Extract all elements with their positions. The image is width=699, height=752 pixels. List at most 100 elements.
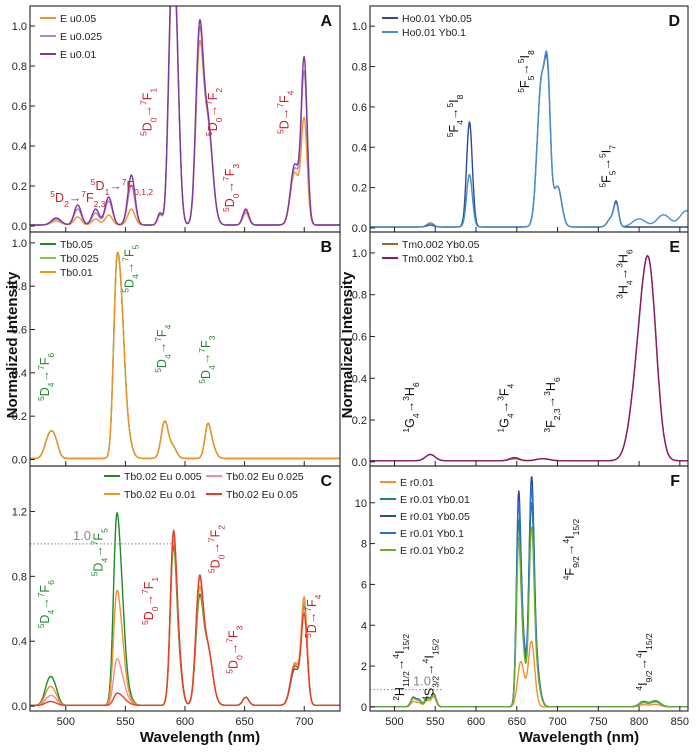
label-part: F [38,585,52,593]
label-part: 5 [90,571,100,576]
legend-label: E u0.01 [60,49,96,61]
transition-label: 5D4→7F4 [153,324,173,372]
label-part: 4 [506,413,516,418]
y-tick-label: 0.8 [352,290,367,302]
label-part: F [141,92,155,100]
transition-label: 5D4→7F5 [90,528,110,576]
panel-letter: B [320,239,332,256]
label-part: 4 [634,686,644,691]
label-part: 0,1,2 [134,187,153,197]
label-part: D [123,279,137,288]
legend-label: Tb0.05 [60,239,93,251]
label-part: 5 [121,288,131,293]
label-part: 5 [91,177,96,187]
label-part: → [123,262,137,275]
label-part: F [209,529,223,537]
series-line-1 [370,255,688,462]
label-part: 2 [217,525,227,530]
panel-letter: D [668,13,680,30]
y-tick-label: 0.2 [12,181,27,193]
y-tick-label: 0.8 [12,281,27,293]
label-part: D [55,191,64,205]
label-part: 4 [46,610,56,615]
label-part: → [600,158,614,171]
label-part: 3 [207,335,217,340]
series-line-2 [30,251,340,460]
label-part: → [278,108,292,121]
transition-label: 5D0→7F1 [139,88,159,136]
label-part: 4 [561,575,571,580]
series-group [30,251,340,460]
label-part: 7 [204,100,214,105]
label-part: 9/2 [571,556,581,568]
series-group [370,476,688,708]
series-line-2 [30,532,340,706]
panel-letter: E [669,239,680,256]
label-part: D [141,122,155,131]
label-part: → [223,181,237,194]
legend: Tb0.05 Tb0.025 Tb0.01 [40,239,99,279]
label-part: I [423,655,437,658]
label-part: 5 [303,633,313,638]
legend-label: Ho0.01 Yb0.05 [402,13,472,25]
label-part: H [544,382,558,391]
label-part: 15/2 [401,634,411,651]
y-tick-label: 1.2 [12,506,27,518]
label-part: 1 [150,577,160,582]
y-tick-label: 0.6 [12,101,27,113]
transition-label: 3H4→3H6 [615,249,635,299]
series-group [370,255,688,462]
label-part: H [393,687,407,696]
x-tick-label: 550 [116,716,134,728]
label-part: 4 [100,558,110,563]
label-part: F [600,175,614,183]
label-part: 7 [139,100,149,105]
panel-letter: A [320,13,332,30]
transition-label: 4S3/2→4I15/2 [421,638,441,700]
label-part: 5 [516,88,526,93]
label-part: 3/2 [431,676,441,688]
legend-label: E u0.025 [60,31,102,43]
series-group [370,50,688,228]
y-tick-label: 0.6 [352,331,367,343]
transition-label: 1G4→3F4 [496,384,516,433]
label-part: F [38,357,52,365]
label-part: 5 [50,189,55,199]
label-part: 2,3 [94,199,106,209]
label-part: 5 [204,131,214,136]
y-tick-label: 0.8 [12,571,27,583]
label-part: 0 [231,193,241,198]
label-part: 4 [506,384,516,389]
legend-label: Tm0.002 Yb0.1 [402,253,474,265]
y-tick-label: 0.4 [12,141,27,153]
transition-label: 5D4→7F6 [36,580,56,628]
label-part: 4 [313,594,323,599]
panel-f: 1.0 0 2 4 6 8 10 500 550 600 650 700 750 800 850 F E r0.… [355,465,689,728]
transition-label: 5D→7F4 [303,594,323,638]
series-line-3 [30,6,340,226]
label-part: 4 [455,120,465,125]
legend: Tm0.002 Yb0.05 Tm0.002 Yb0.1 [382,239,480,265]
label-part: I [636,650,650,653]
x-tick-label: 650 [235,716,253,728]
label-part: → [393,659,407,672]
label-part: F [86,191,94,205]
transition-label: 5F5→5I8 [516,50,536,93]
transition-label: 5D0→7F3 [221,164,241,212]
x-tick-label: 650 [508,716,526,728]
y-tick-label: 0.0 [352,223,367,235]
label-part: 4 [46,382,56,387]
label-part: F [155,329,169,337]
label-part: → [617,268,631,281]
label-part: F [498,388,512,396]
label-part: D [278,120,292,129]
y-tick-label: 1.0 [352,248,367,260]
label-part: D [38,387,52,396]
label-part: 7 [608,145,618,150]
x-tick-label: 800 [630,716,648,728]
panel-frame [369,231,689,467]
label-part: 6 [552,377,562,382]
label-part: 7 [225,638,235,643]
